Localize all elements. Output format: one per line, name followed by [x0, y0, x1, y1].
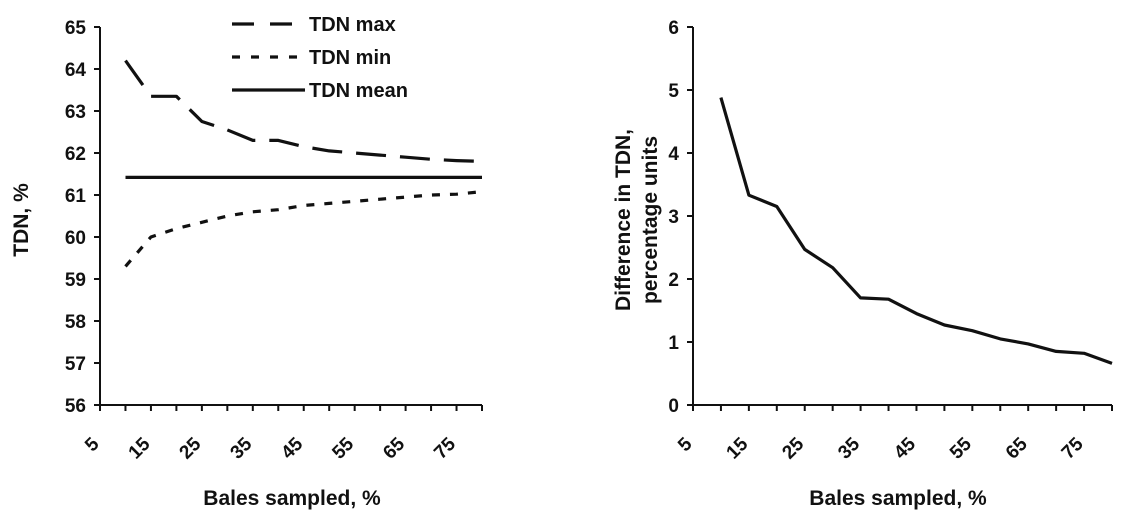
x-tick-label: 75	[430, 433, 460, 463]
y-tick-label: 59	[65, 270, 86, 291]
y-tick-label: 61	[65, 186, 87, 207]
y-tick-label: 60	[65, 228, 86, 249]
y-tick-label: 1	[668, 333, 679, 354]
y-tick-label: 3	[668, 207, 679, 228]
legend-label: TDN max	[309, 14, 396, 36]
x-axis-title: Bales sampled, %	[203, 487, 381, 510]
y-tick-label: 65	[65, 18, 87, 39]
x-axis-title: Bales sampled, %	[809, 487, 987, 510]
x-tick-label: 5	[674, 433, 697, 456]
x-tick-label: 65	[1002, 433, 1032, 463]
x-tick-label: 25	[778, 433, 808, 463]
x-tick-label: 15	[723, 433, 753, 463]
x-tick-label: 55	[946, 433, 976, 463]
x-tick-label: 35	[834, 433, 864, 463]
y-axis-title: Difference in TDN, percentage units	[612, 129, 662, 311]
x-tick-label: 35	[227, 433, 257, 463]
x-tick-label: 45	[890, 433, 920, 463]
series-line-tdn-max	[124, 59, 483, 163]
y-axis-title-line: percentage units	[639, 136, 662, 304]
y-tick-label: 4	[668, 144, 679, 165]
x-tick-label: 15	[125, 433, 155, 463]
series-line-tdn-min	[124, 190, 483, 268]
series-line-1	[719, 97, 1113, 365]
legend: TDN max TDN min TDN mean	[232, 14, 408, 102]
y-axis-title-line: Difference in TDN,	[612, 129, 635, 311]
legend-label: TDN min	[309, 47, 391, 69]
x-tick-label: 65	[379, 433, 409, 463]
y-tick-label: 63	[65, 102, 86, 123]
x-tick-label: 25	[176, 433, 206, 463]
y-tick-label: 0	[668, 396, 679, 417]
y-tick-label: 62	[65, 144, 86, 165]
x-tick-label: 55	[328, 433, 358, 463]
legend-label: TDN mean	[309, 80, 408, 102]
y-tick-label: 57	[65, 354, 86, 375]
chart-1: 56 57 58 59 60 61 62 63 64 65 5 15 25 35 45 55 65 75 Bales…	[10, 14, 483, 510]
y-tick-label: 64	[65, 60, 87, 81]
y-axis-title: TDN, %	[10, 183, 33, 257]
x-tick-label: 45	[277, 433, 307, 463]
y-tick-label: 6	[668, 18, 679, 39]
y-tick-label: 2	[668, 270, 679, 291]
y-tick-label: 5	[668, 81, 679, 102]
y-tick-label: 56	[65, 396, 86, 417]
x-tick-label: 5	[81, 433, 104, 456]
x-tick-label: 75	[1058, 433, 1088, 463]
y-tick-label: 58	[65, 312, 86, 333]
